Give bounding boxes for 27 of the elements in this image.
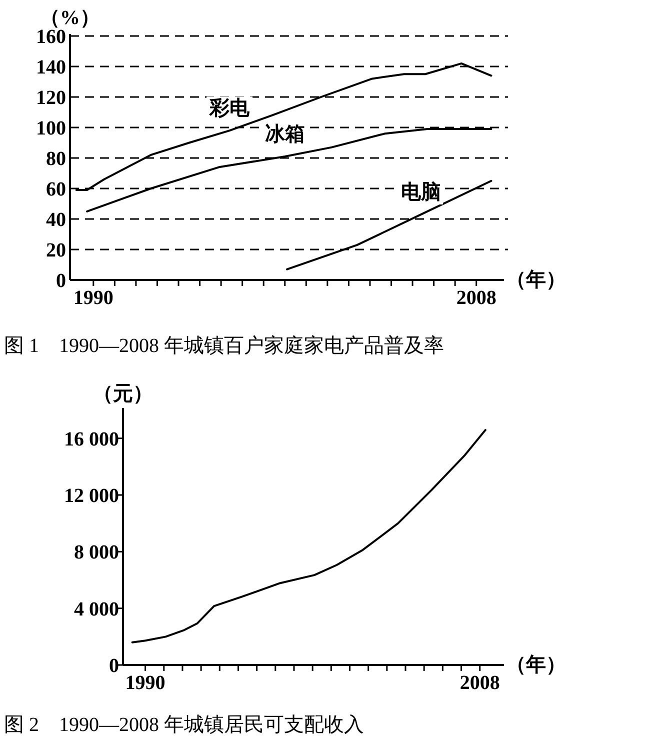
x-tick-label: 1990 [125,672,166,694]
x-axis-title: （年） [506,654,566,676]
annotation: 彩电 [208,98,251,120]
annotation: 电脑 [401,180,442,204]
y-tick-label: 0 [109,655,119,677]
y-tick-label: 80 [46,148,66,170]
y-tick-label: 4 000 [74,598,119,620]
y-tick-label: 16 000 [64,428,119,450]
y-tick-label: 60 [46,178,66,200]
y-tick-label: 40 [46,209,66,231]
annotation: 冰箱 [264,123,305,146]
y-tick-label: 8 000 [74,542,119,564]
y-tick-label: 120 [36,87,66,109]
y-axis-title: （%） [40,7,100,29]
y-tick-label: 100 [36,118,66,140]
x-axis-title: （年） [506,269,566,291]
y-tick-label: 12 000 [64,485,119,507]
x-tick-label: 1990 [73,287,114,309]
y-axis-title: （元） [93,383,153,405]
y-tick-label: 0 [56,270,66,292]
text: 图 2 1990—2008 年城镇居民可支配收入 [4,714,364,736]
x-tick-label: 2008 [460,672,500,694]
line-series [131,428,486,644]
y-tick-label: 140 [36,56,66,78]
x-tick-label: 2008 [456,287,496,309]
text: 图 1 1990—2008 年城镇百户家庭家电产品普及率 [4,334,444,357]
y-tick-label: 20 [46,240,66,262]
